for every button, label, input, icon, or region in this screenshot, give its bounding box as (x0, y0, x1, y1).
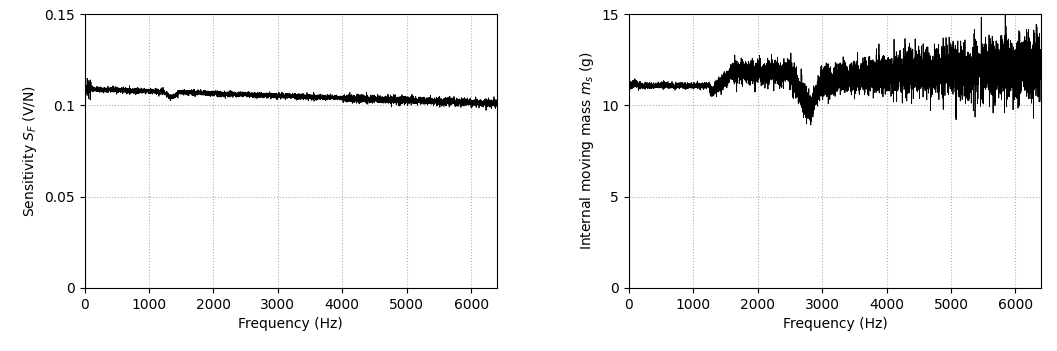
X-axis label: Frequency (Hz): Frequency (Hz) (782, 317, 888, 331)
X-axis label: Frequency (Hz): Frequency (Hz) (238, 317, 344, 331)
Y-axis label: Sensitivity $S_F$ (V/N): Sensitivity $S_F$ (V/N) (20, 85, 38, 217)
Y-axis label: Internal moving mass $m_s$ (g): Internal moving mass $m_s$ (g) (578, 52, 596, 250)
